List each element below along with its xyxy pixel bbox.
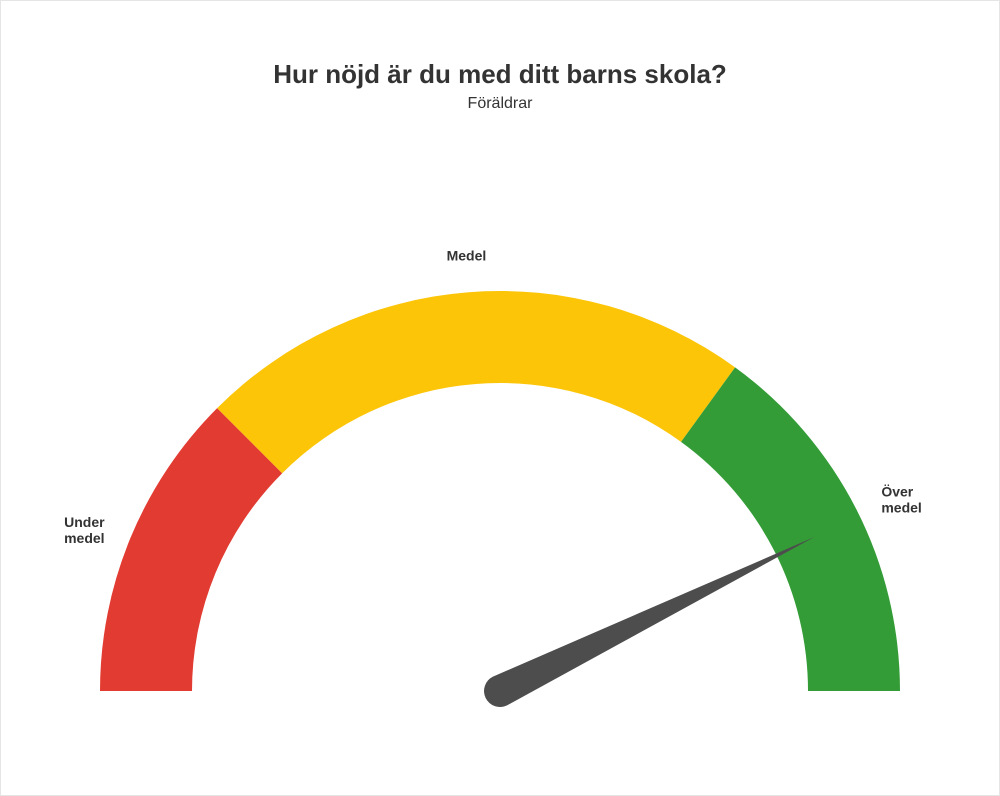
gauge-segment-label-1: Medel — [447, 247, 487, 263]
gauge-container: Undermedel Medel Övermedel — [1, 161, 999, 721]
gauge-needle — [484, 537, 814, 707]
gauge-segment-label-2: Övermedel — [881, 484, 921, 516]
gauge-chart: Undermedel Medel Övermedel — [20, 161, 980, 721]
gauge-segment-0 — [100, 408, 282, 691]
gauge-segment-label-0: Undermedel — [64, 514, 105, 546]
chart-subtitle: Föräldrar — [1, 95, 999, 113]
chart-frame: Hur nöjd är du med ditt barns skola? För… — [0, 0, 1000, 796]
chart-title: Hur nöjd är du med ditt barns skola? — [1, 59, 999, 90]
gauge-segment-2 — [681, 367, 900, 691]
gauge-segment-1 — [217, 291, 735, 473]
